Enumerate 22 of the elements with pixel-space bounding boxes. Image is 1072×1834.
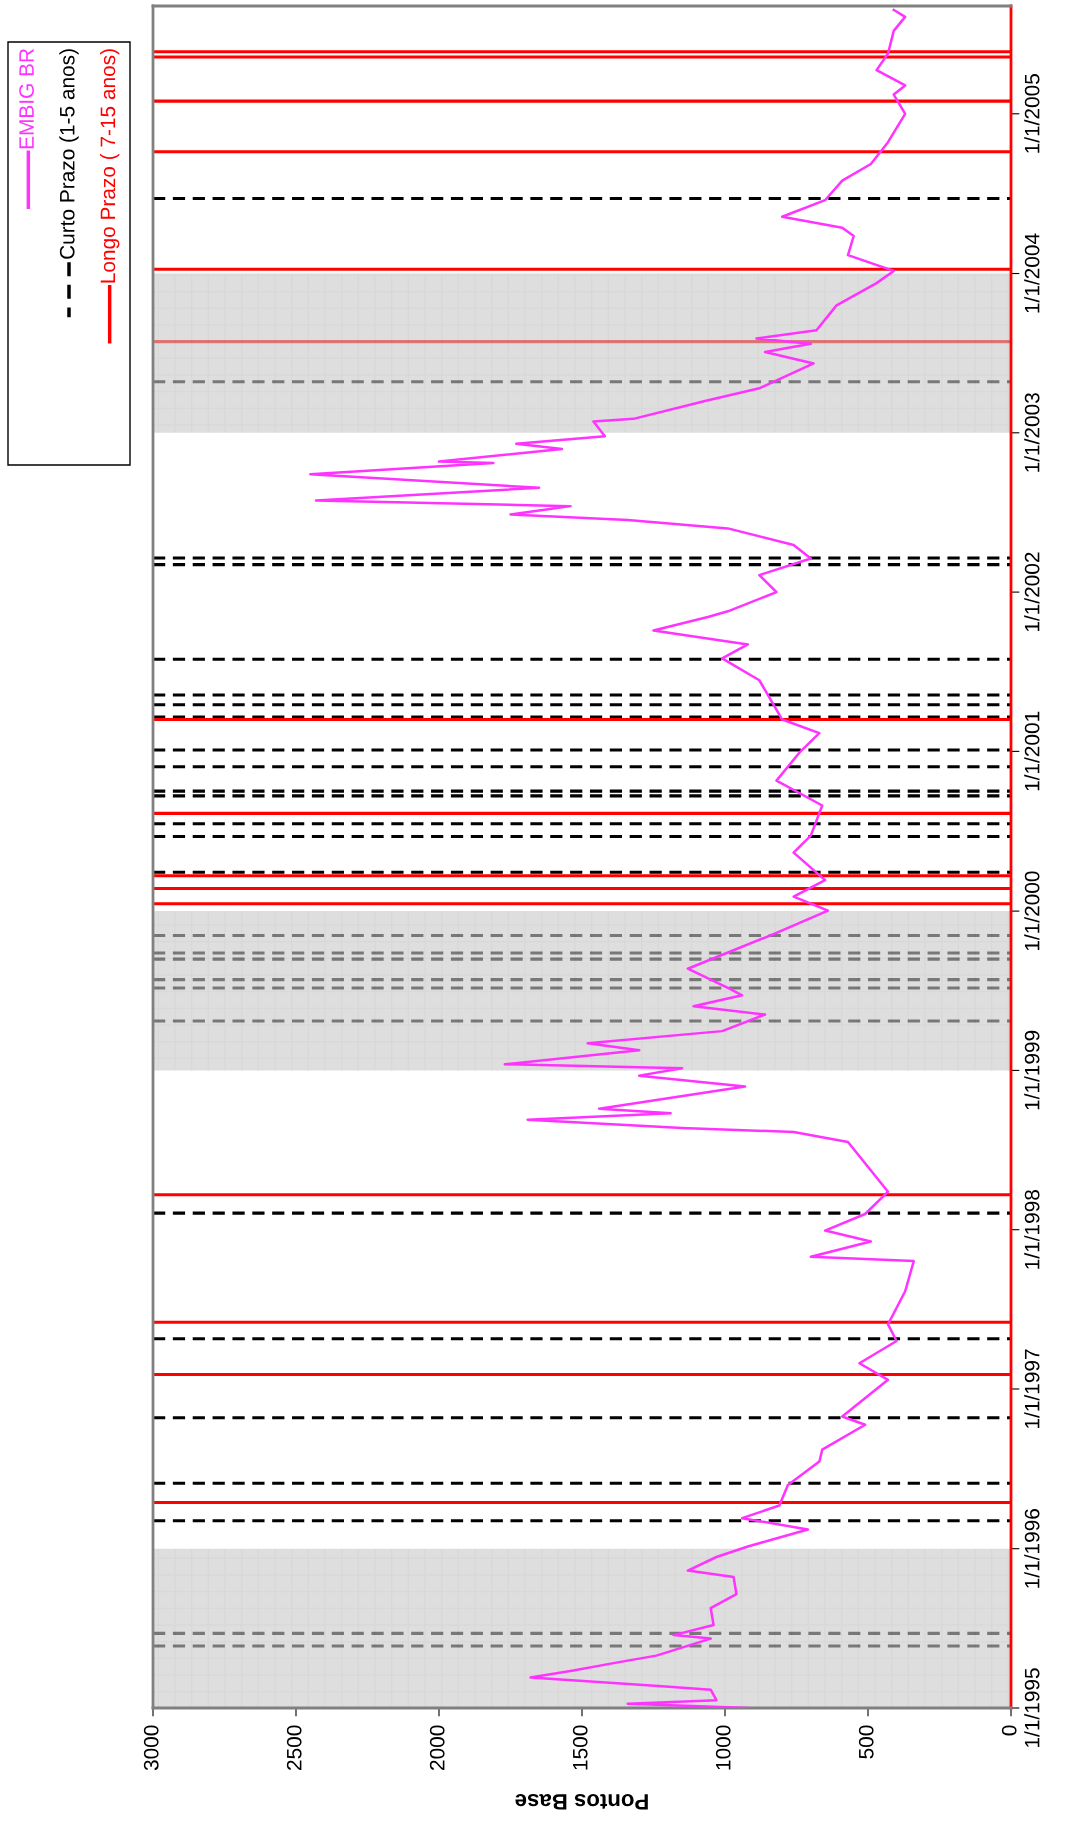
ref-line-label: Curto Prazo (1-5 anos) [59,49,79,259]
y-tick-label: 1/1/1995 [1024,1668,1040,1747]
x-tick-label: 0 [1001,1725,1017,1736]
x-tick-label: 3000 [143,1725,159,1771]
y-tick-label: 1/1/1999 [1024,1030,1040,1110]
y-tick-label: 1/1/1996 [1024,1509,1040,1588]
y-tick-label: 1/1/2005 [1024,74,1040,153]
y-tick-label: 1/1/1998 [1024,1190,1040,1269]
x-axis-title: Pontos Base [515,1794,648,1810]
x-tick-label: 2500 [286,1725,302,1770]
x-tick-label: 1500 [572,1725,588,1770]
x-tick-label: 2000 [429,1725,445,1770]
y-tick-label: 1/1/2001 [1024,711,1040,791]
y-tick-label: 1/1/2003 [1024,393,1040,472]
y-tick-label: 1/1/1997 [1024,1349,1040,1428]
x-tick-label: 500 [858,1725,874,1759]
y-tick-label: 1/1/2002 [1024,552,1040,632]
x-tick-label: 1000 [715,1725,731,1770]
text: EMBIG BR [19,48,34,149]
y-tick-label: 1/1/2004 [1024,233,1040,313]
ref-line-label: Longo Prazo ( 7-15 anos) [99,49,120,283]
y-tick-label: 1/1/2000 [1024,871,1040,951]
